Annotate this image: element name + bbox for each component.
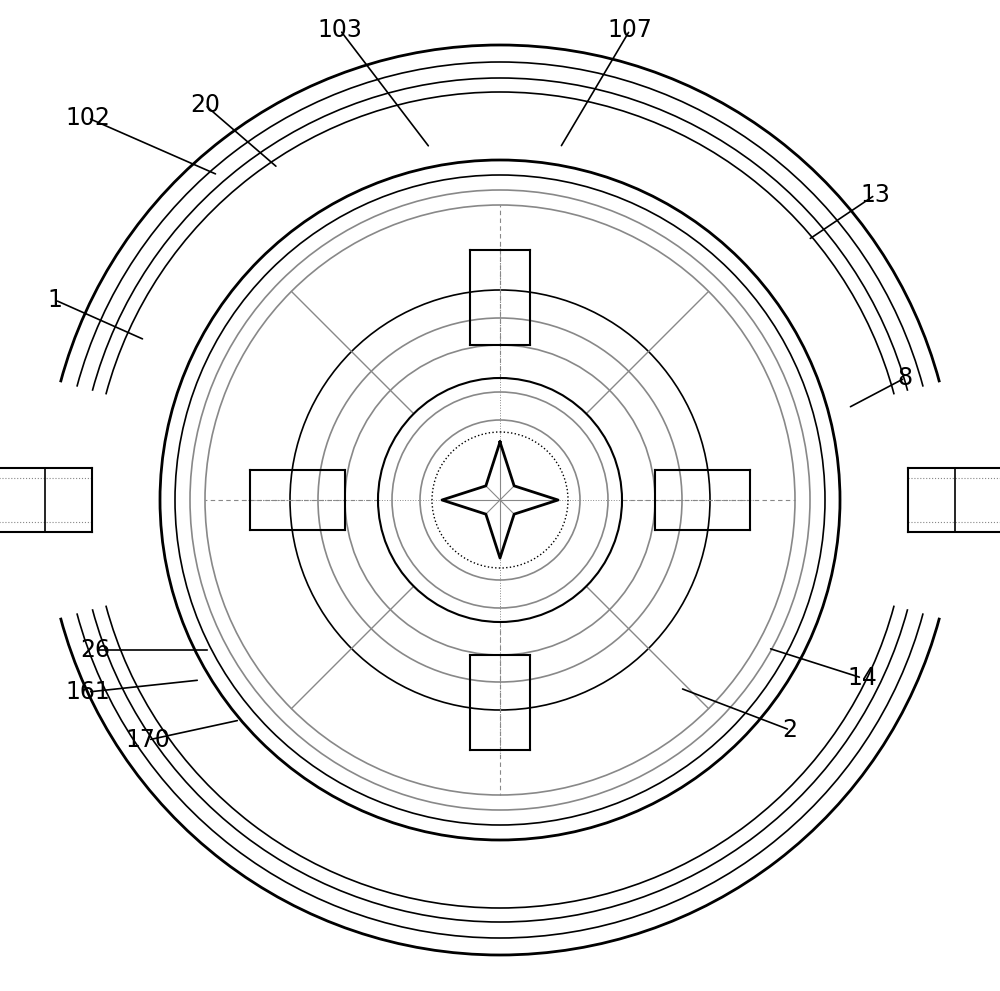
Text: 170: 170 xyxy=(126,728,170,752)
Text: 161: 161 xyxy=(66,680,110,704)
Text: 26: 26 xyxy=(80,638,110,662)
Text: 2: 2 xyxy=(782,718,798,742)
Text: 20: 20 xyxy=(190,93,220,117)
Text: 13: 13 xyxy=(860,183,890,207)
Text: 8: 8 xyxy=(897,366,913,390)
Text: 102: 102 xyxy=(66,106,110,130)
Text: 107: 107 xyxy=(608,18,652,42)
Text: 14: 14 xyxy=(847,666,877,690)
Text: 103: 103 xyxy=(318,18,362,42)
Text: 1: 1 xyxy=(48,288,62,312)
